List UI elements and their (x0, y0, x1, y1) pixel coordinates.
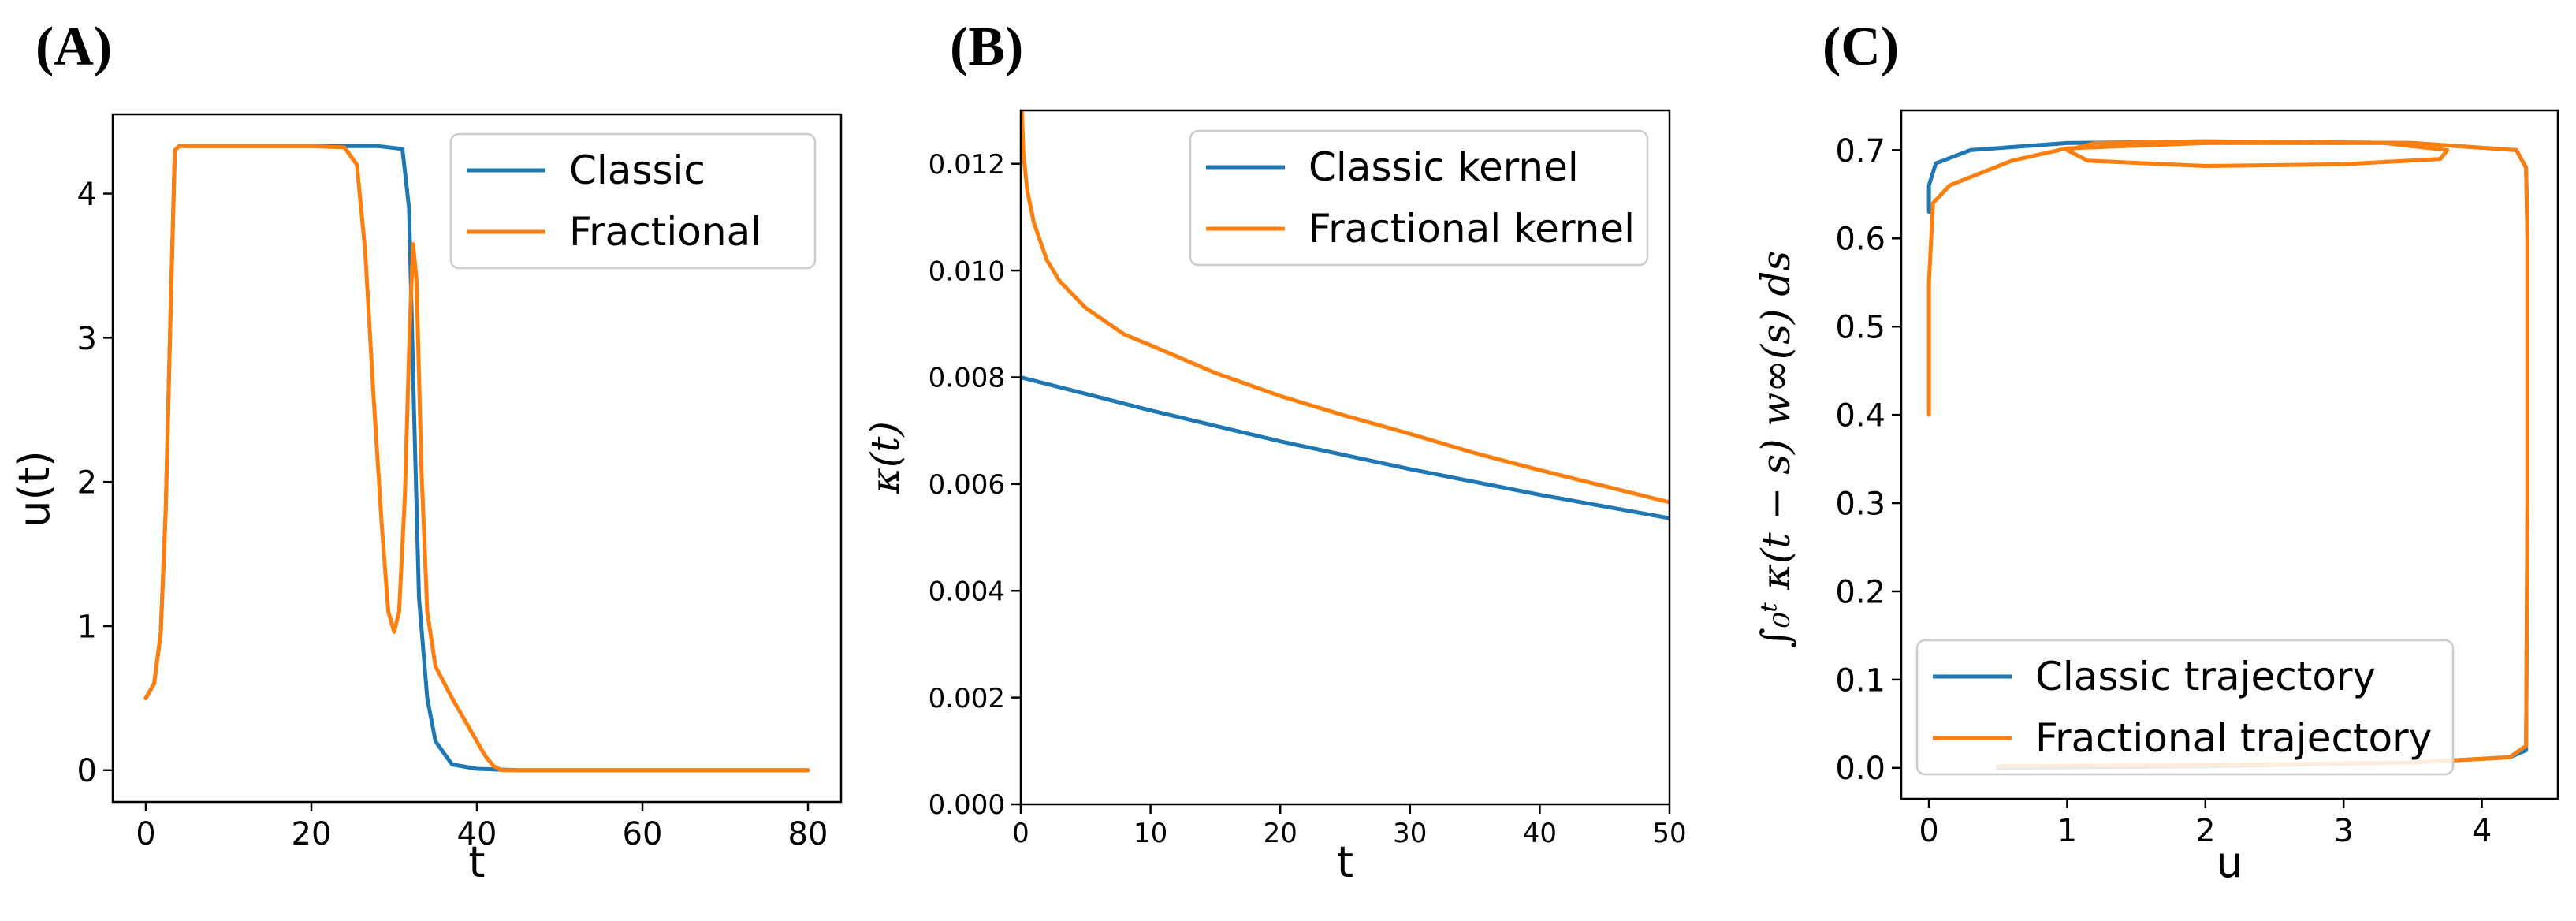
x-tick-label: 0 (1012, 818, 1029, 849)
y-tick-label: 0.6 (1835, 222, 1885, 258)
y-axis-label: u(t) (9, 450, 59, 528)
y-tick-label: 1 (77, 609, 97, 645)
legend-box (449, 132, 817, 270)
chart-panel-2: (C) 0 1 2 3 4 0.0 0.1 0.2 0.3 0.4 0.5 0.6 0.7 u ∫₀ᵗ κ(t… (1753, 17, 2559, 887)
x-tick-label: 80 (788, 816, 828, 852)
y-tick-label: 3 (77, 321, 97, 357)
y-tick-label: 0.5 (1835, 310, 1885, 346)
x-tick-label: 0 (1919, 813, 1938, 849)
x-tick-label: 60 (623, 816, 663, 852)
y-tick-label: 0.010 (929, 255, 1005, 287)
y-tick-label: 0.1 (1835, 662, 1885, 699)
series-line-fractional-trajectory (1926, 139, 2529, 769)
x-tick-label: 40 (457, 816, 497, 852)
panel-label: (B) (950, 17, 1023, 77)
series-line-fractional-kernel (1021, 110, 1670, 505)
chart-panel-1: (B) 0 10 20 30 40 50 0.000 0.002 0.004 0.006 0.008 0… (862, 17, 1687, 887)
legend-label: Classic kernel (1308, 144, 1579, 190)
plot-frame (1900, 109, 2559, 800)
y-tick-label: 2 (77, 465, 97, 502)
legend-label: Classic (569, 147, 705, 193)
legend-label: Fractional (569, 209, 761, 255)
y-tick-label: 0.008 (929, 363, 1005, 394)
y-tick-label: 0.4 (1835, 398, 1885, 434)
x-tick-label: 10 (1134, 818, 1167, 849)
legend: Classic Fractional (449, 132, 817, 270)
x-tick-label: 2 (2195, 813, 2215, 849)
x-tick-label: 20 (292, 816, 332, 852)
y-tick-label: 0.004 (929, 576, 1005, 607)
plot-frame (1019, 109, 1671, 806)
y-tick-label: 0.002 (929, 683, 1005, 714)
x-axis-label: t (1337, 837, 1353, 887)
y-tick-label: 0.006 (929, 469, 1005, 501)
x-tick-label: 50 (1652, 818, 1686, 849)
x-tick-label: 3 (2333, 813, 2353, 849)
y-tick-label: 0.0 (1835, 751, 1885, 787)
series-line-fractional (143, 144, 810, 773)
y-tick-label: 0.7 (1835, 133, 1885, 170)
legend-label: Fractional trajectory (2035, 715, 2432, 761)
y-tick-label: 0.000 (929, 789, 1005, 821)
panel-label: (C) (1822, 17, 1899, 77)
legend-box (1915, 639, 2455, 776)
y-tick-label: 4 (77, 177, 97, 213)
x-axis-label: t (468, 837, 485, 887)
series-line-classic-kernel (1021, 375, 1670, 520)
y-tick-label: 0.012 (929, 149, 1005, 181)
y-tick-label: 0 (77, 753, 97, 789)
legend-box (1189, 129, 1649, 267)
y-axis-label: ∫₀ᵗ κ(t − s) w∞(s) ds (1753, 251, 1799, 648)
y-tick-label: 0.2 (1835, 574, 1885, 610)
x-axis-label: u (2216, 837, 2243, 887)
x-tick-label: 0 (136, 816, 155, 852)
y-tick-label: 0.3 (1835, 486, 1885, 522)
legend-label: Classic trajectory (2035, 654, 2376, 699)
x-tick-label: 40 (1523, 818, 1557, 849)
panel-label: (A) (35, 17, 112, 77)
x-tick-label: 1 (2057, 813, 2077, 849)
y-axis-label: κ(t) (862, 421, 908, 494)
legend: Classic kernel Fractional kernel (1189, 129, 1649, 267)
legend-label: Fractional kernel (1308, 206, 1635, 252)
legend: Classic trajectory Fractional trajectory (1915, 639, 2455, 776)
x-tick-label: 20 (1264, 818, 1297, 849)
x-tick-label: 4 (2472, 813, 2492, 849)
chart-panel-0: (A) 0 20 40 60 80 0 1 2 3 4 t u(t) Classic Fractional (9, 17, 843, 887)
x-tick-label: 30 (1393, 818, 1427, 849)
